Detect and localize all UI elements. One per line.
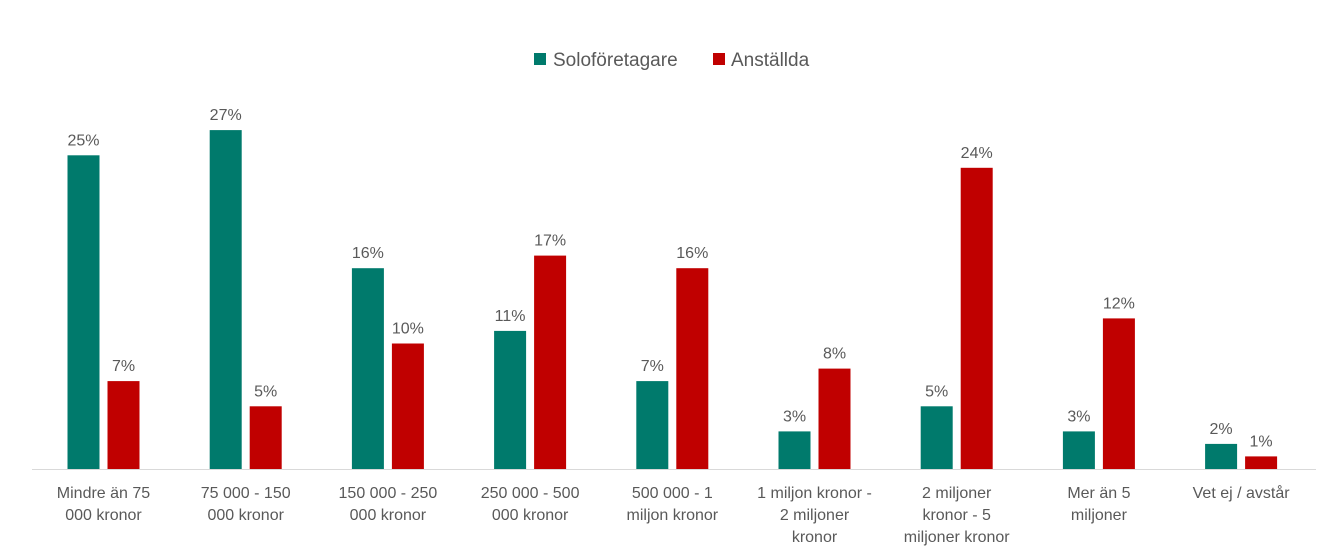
category-label-8: Mer än 5 miljoner: [1067, 485, 1130, 524]
category-label-line: Vet ej / avstår: [1193, 484, 1291, 502]
bar-series1-cat3: [351, 268, 384, 469]
value-label-series2-cat5: 16%: [676, 245, 708, 262]
legend-swatch-1: [534, 53, 546, 65]
category-label-2: 75 000 - 150 000 kronor: [201, 485, 291, 524]
category-label-line: 000 kronor: [492, 507, 569, 524]
bar-series2-cat6: [818, 368, 851, 469]
category-labels: Mindre än 75 000 kronor 75 000 - 150 000 kr…: [57, 484, 1290, 546]
value-label-series2-cat1: 7%: [112, 358, 135, 375]
legend-label-1: Soloföretagare: [553, 50, 678, 71]
category-label-line: miljoner: [1071, 507, 1128, 524]
category-label-1: Mindre än 75 000 kronor: [57, 485, 150, 524]
value-label-series1-cat9: 2%: [1210, 421, 1233, 438]
value-label-series2-cat2: 5%: [254, 383, 277, 400]
value-label-series1-cat1: 25%: [67, 132, 99, 149]
value-label-series1-cat8: 3%: [1067, 408, 1090, 425]
category-label-line: 150 000 - 250: [339, 485, 438, 502]
bar-series2-cat2: [249, 406, 282, 470]
category-label-line: kronor - 5: [922, 507, 991, 524]
category-label-line: miljoner kronor: [904, 529, 1010, 546]
category-label-line: miljon kronor: [627, 507, 719, 524]
category-label-line: 250 000 - 500: [481, 485, 580, 502]
category-label-line: Mindre än 75: [57, 485, 150, 502]
bar-series1-cat9: [1205, 443, 1238, 469]
category-label-line: Mer än 5: [1067, 485, 1130, 502]
category-label-6: 1 miljon kronor - 2 miljoner kronor: [757, 485, 872, 546]
bar-series2-cat7: [960, 167, 993, 470]
bar-series1-cat8: [1062, 431, 1095, 470]
category-label-3: 150 000 - 250 000 kronor: [339, 485, 438, 524]
value-label-series2-cat9: 1%: [1250, 433, 1273, 450]
value-label-series1-cat6: 3%: [783, 408, 806, 425]
category-label-line: 000 kronor: [65, 507, 142, 524]
bar-series2-cat3: [391, 343, 424, 469]
bar-series1-cat6: [778, 431, 811, 470]
value-label-series2-cat7: 24%: [961, 145, 993, 162]
category-label-line: 000 kronor: [350, 507, 427, 524]
value-label-series1-cat5: 7%: [641, 358, 664, 375]
value-label-series2-cat6: 8%: [823, 346, 846, 363]
category-label-line: 2 miljoner: [922, 485, 992, 502]
bar-series2-cat5: [676, 268, 709, 469]
category-label-7: 2 miljoner kronor - 5 miljoner kronor: [904, 485, 1010, 546]
category-label-line: 75 000 - 150: [201, 485, 291, 502]
bar-series2-cat8: [1102, 318, 1135, 469]
chart-legend: Soloföretagare Anställda: [534, 50, 810, 71]
legend-label-2: Anställda: [731, 50, 810, 71]
category-label-4: 250 000 - 500 000 kronor: [481, 485, 580, 524]
value-label-series1-cat7: 5%: [925, 383, 948, 400]
category-label-5: 500 000 - 1 miljon kronor: [627, 485, 719, 524]
bar-series1-cat1: [67, 155, 100, 470]
bar-series1-cat7: [920, 406, 953, 470]
bar-series1-cat4: [494, 330, 527, 469]
value-label-series2-cat3: 10%: [392, 321, 424, 338]
bar-group: [67, 130, 1278, 470]
bar-series1-cat5: [636, 381, 669, 469]
value-label-series1-cat2: 27%: [210, 107, 242, 124]
category-label-line: kronor: [792, 529, 838, 546]
category-label-line: 500 000 - 1: [632, 485, 713, 502]
value-label-series2-cat4: 17%: [534, 233, 566, 250]
category-label-line: 1 miljon kronor -: [757, 485, 872, 502]
category-label-9: Vet ej / avstår: [1193, 484, 1291, 502]
category-label-line: 000 kronor: [207, 507, 284, 524]
value-label-series2-cat8: 12%: [1103, 295, 1135, 312]
bar-series2-cat9: [1245, 456, 1278, 469]
value-label-series1-cat4: 11%: [495, 308, 526, 325]
bar-series2-cat4: [534, 255, 567, 469]
data-labels: 25% 7% 27% 5% 16% 10% 11% 17% 7% 16% 3% 8% 5% 24% 3% 12…: [67, 107, 1272, 450]
bar-series1-cat2: [209, 130, 242, 469]
category-label-line: 2 miljoner: [780, 507, 850, 524]
bar-series2-cat1: [107, 381, 140, 469]
legend-swatch-2: [713, 53, 725, 65]
value-label-series1-cat3: 16%: [352, 245, 384, 262]
